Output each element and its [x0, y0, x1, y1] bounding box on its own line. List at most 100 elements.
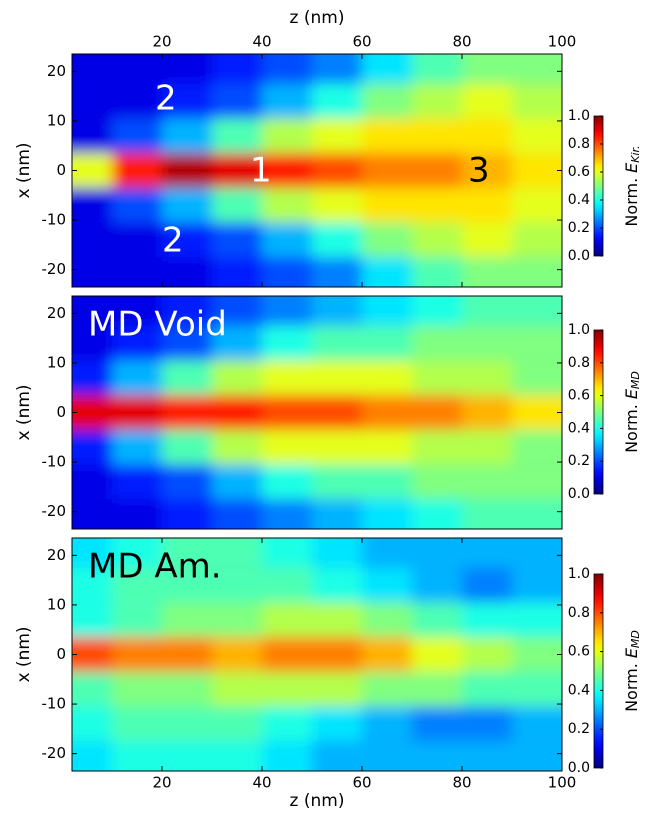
heatmap-cell — [262, 54, 312, 84]
heatmap-cell — [262, 499, 312, 529]
heatmap-cell — [72, 153, 112, 188]
heatmap-cell — [162, 429, 212, 465]
heatmap-cell — [412, 429, 462, 465]
heatmap-cell — [412, 325, 462, 361]
heatmap-cell — [72, 395, 112, 430]
x-tick-label: 80 — [452, 774, 471, 792]
heatmap-cell — [162, 706, 212, 742]
heatmap-cell — [72, 499, 112, 529]
heatmap-cell — [462, 429, 512, 465]
y-tick-label: 10 — [47, 595, 66, 613]
heatmap-cell — [512, 671, 562, 707]
heatmap-cell — [362, 706, 412, 742]
heatmap-cell — [262, 429, 312, 465]
heatmap-cell — [362, 637, 412, 672]
heatmap-cell — [312, 257, 362, 287]
heatmap-cell — [462, 499, 512, 529]
colorbar-tick-label: 1.0 — [568, 322, 590, 338]
heatmap-cell — [162, 499, 212, 529]
heatmap-cell — [112, 296, 162, 326]
heatmap-cell — [312, 54, 362, 84]
heatmap-cell — [212, 706, 262, 742]
x-tick-label: 100 — [548, 774, 577, 792]
heatmap-cell — [212, 499, 262, 529]
heatmap-cell — [212, 118, 262, 154]
heatmap-cell — [512, 429, 562, 465]
heatmap-cell — [362, 360, 412, 396]
heatmap-cell — [362, 83, 412, 119]
heatmap-cell — [512, 538, 562, 568]
heatmap-cell — [262, 296, 312, 326]
colorbar-tick-label: 0.4 — [568, 420, 590, 436]
heatmap-cell — [262, 360, 312, 396]
heatmap-cell — [312, 153, 362, 188]
heatmap-cell — [462, 83, 512, 119]
heatmap-cell — [72, 706, 112, 742]
heatmap-cell — [212, 54, 262, 84]
heatmap-cell — [512, 153, 562, 188]
heatmap-cell — [412, 360, 462, 396]
heatmap-cell — [462, 602, 512, 638]
heatmap-cell — [312, 395, 362, 430]
x-tick-label: 60 — [352, 774, 371, 792]
heatmap-cell — [462, 464, 512, 500]
colorbar-label-subscript: MD — [629, 371, 642, 389]
colorbar-label-subscript: MD — [629, 630, 642, 648]
heatmap-cell — [112, 538, 162, 568]
heatmap-cell — [72, 83, 112, 119]
heatmap-cell — [312, 706, 362, 742]
y-tick-label: -20 — [42, 260, 67, 278]
heatmap-cell — [412, 741, 462, 771]
heatmap-cell — [162, 567, 212, 603]
colorbar-tick-label: 0.6 — [568, 644, 590, 660]
heatmap-cell — [462, 54, 512, 84]
heatmap-cell — [72, 671, 112, 707]
heatmap-cell — [212, 187, 262, 223]
heatmap-cell — [262, 325, 312, 361]
heatmap-cell — [72, 567, 112, 603]
heatmap-cell — [162, 395, 212, 430]
heatmap-cell — [462, 671, 512, 707]
heatmap — [72, 54, 562, 287]
heatmap-cell — [162, 637, 212, 672]
heatmap-cell — [212, 257, 262, 287]
heatmap-cells — [72, 54, 562, 287]
heatmap-cell — [412, 567, 462, 603]
annotation: 2 — [155, 79, 177, 119]
heatmap-cell — [212, 567, 262, 603]
heatmap-cell — [512, 706, 562, 742]
heatmap-cell — [362, 325, 412, 361]
heatmap-cell — [212, 296, 262, 326]
heatmap-cells — [72, 296, 562, 529]
y-axis-label: x (nm) — [14, 626, 34, 682]
colorbar — [593, 573, 604, 769]
heatmap-cell — [262, 671, 312, 707]
heatmap-cell — [72, 187, 112, 223]
heatmap-cell — [412, 464, 462, 500]
heatmap-cell — [112, 499, 162, 529]
heatmap-cell — [412, 83, 462, 119]
heatmap-cell — [212, 602, 262, 638]
heatmap-cell — [362, 567, 412, 603]
heatmap-cell — [512, 222, 562, 258]
heatmap-cell — [312, 83, 362, 119]
heatmap-cell — [362, 118, 412, 154]
colorbar-label-symbol: E — [622, 388, 641, 399]
heatmap-cell — [312, 671, 362, 707]
heatmap-cell — [112, 360, 162, 396]
heatmap-cell — [162, 360, 212, 396]
annotation: 1 — [250, 151, 272, 191]
y-axis-label: x (nm) — [14, 142, 34, 198]
heatmap-cell — [212, 222, 262, 258]
y-tick-label: -20 — [42, 744, 67, 762]
heatmap-cell — [72, 360, 112, 396]
colorbar — [593, 329, 604, 495]
x-axis-label: z (nm) — [290, 8, 345, 28]
colorbar-tick-label: 0.2 — [568, 453, 590, 469]
heatmap-cell — [462, 222, 512, 258]
heatmap-cell — [162, 118, 212, 154]
heatmap-cell — [212, 741, 262, 771]
heatmap-cell — [512, 360, 562, 396]
y-tick-label: 10 — [47, 353, 66, 371]
